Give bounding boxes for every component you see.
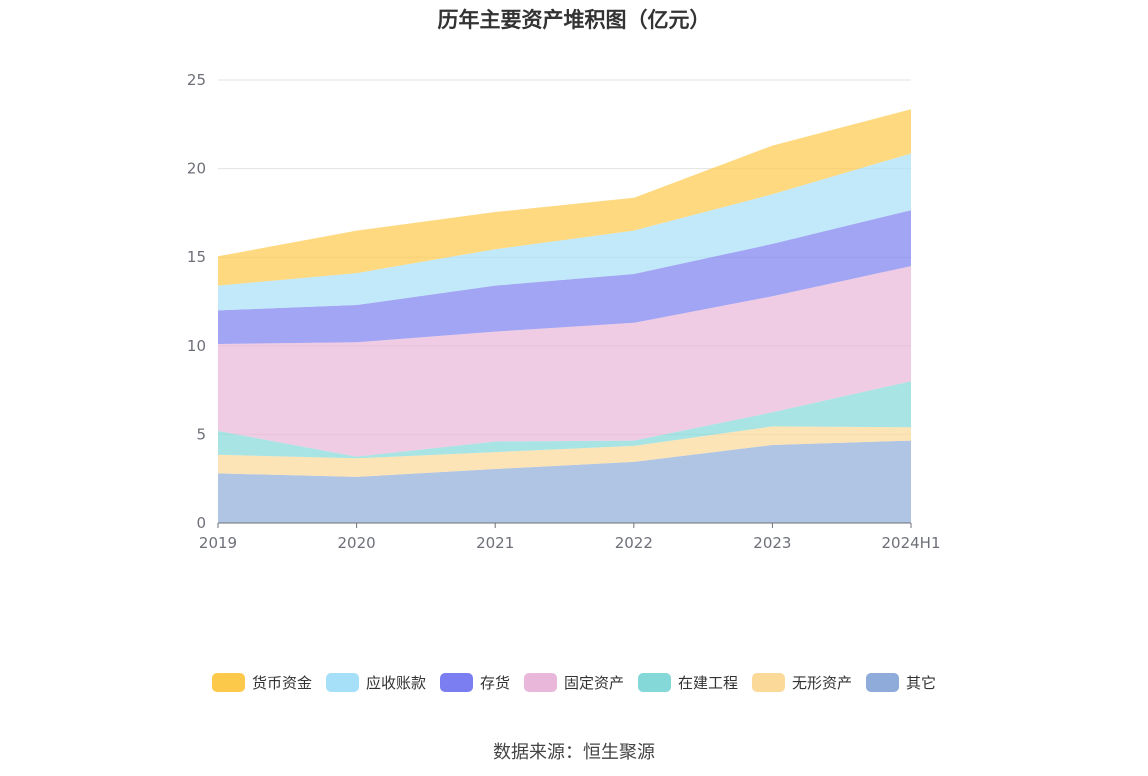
area-series-4 [218, 210, 911, 344]
legend-label: 无形资产 [792, 674, 853, 692]
area-series-2 [218, 381, 911, 459]
x-tick-label: 2022 [615, 534, 653, 552]
area-series-1 [218, 426, 911, 477]
area-series-3 [218, 266, 911, 457]
y-tick-label: 10 [187, 337, 206, 355]
y-tick-label: 5 [196, 425, 206, 443]
legend-item[interactable]: 固定资产 [523, 672, 624, 693]
legend-label: 其它 [906, 674, 937, 692]
x-tick-label: 2019 [199, 534, 237, 552]
legend-item[interactable]: 货币资金 [211, 672, 312, 693]
x-tick-label: 2024H1 [882, 534, 941, 552]
legend-item[interactable]: 存货 [439, 672, 510, 693]
legend-item[interactable]: 无形资产 [752, 672, 852, 693]
legend-swatch [211, 673, 245, 692]
x-tick-label: 2023 [753, 534, 791, 552]
legend-swatch [523, 673, 557, 692]
area-series-6 [218, 109, 911, 286]
y-tick-label: 20 [187, 160, 206, 178]
legend-swatch [439, 673, 473, 692]
legend-item[interactable]: 其它 [866, 672, 936, 693]
legend-label: 在建工程 [678, 674, 739, 692]
chart-legend: 货币资金 应收账款 存货 固定资产 在建工程 无形资产 其它 [0, 672, 1148, 693]
legend-item[interactable]: 应收账款 [325, 672, 426, 693]
legend-label: 固定资产 [563, 674, 624, 692]
x-tick-label: 2021 [476, 534, 514, 552]
legend-swatch [325, 673, 359, 692]
legend-label: 存货 [479, 674, 510, 692]
legend-swatch [866, 673, 900, 692]
chart-title: 历年主要资产堆积图（亿元） [437, 8, 711, 32]
legend-label: 应收账款 [365, 674, 426, 692]
data-source-note: 数据来源：恒生聚源 [493, 742, 655, 763]
stacked-area-chart: 0 5 10 15 20 25 2019 2020 2021 2022 2023 2024H1 [187, 71, 941, 552]
y-tick-label: 25 [187, 71, 206, 89]
area-series-0 [218, 440, 911, 523]
area-series-5 [218, 153, 911, 311]
y-tick-label: 15 [187, 248, 206, 266]
x-tick-label: 2020 [338, 534, 376, 552]
legend-item[interactable]: 在建工程 [638, 672, 738, 693]
legend-label: 货币资金 [251, 674, 312, 692]
legend-swatch [752, 673, 786, 692]
legend-swatch [638, 673, 671, 692]
y-tick-label: 0 [196, 514, 206, 532]
